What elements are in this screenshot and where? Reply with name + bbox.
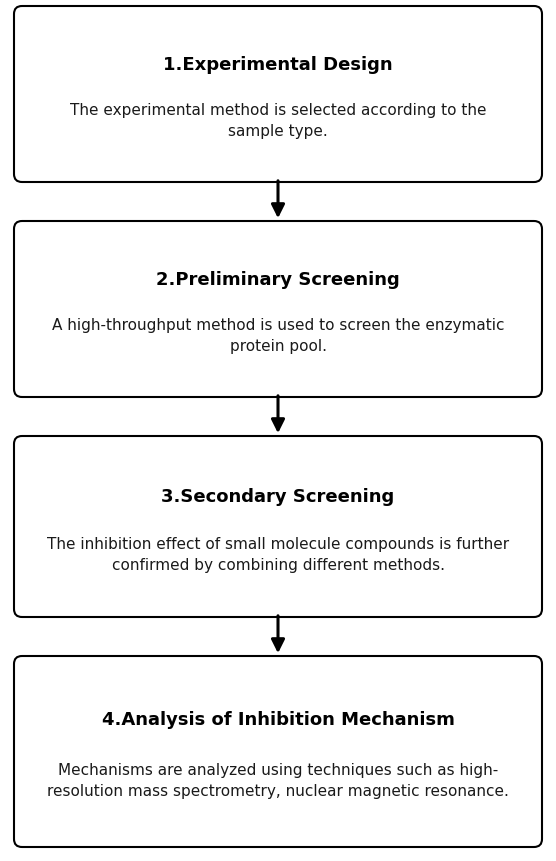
Text: The experimental method is selected according to the
sample type.: The experimental method is selected acco… xyxy=(70,103,486,139)
Text: 4.Analysis of Inhibition Mechanism: 4.Analysis of Inhibition Mechanism xyxy=(102,711,454,729)
Text: 1.Experimental Design: 1.Experimental Design xyxy=(163,56,393,74)
FancyBboxPatch shape xyxy=(14,6,542,182)
Text: The inhibition effect of small molecule compounds is further
confirmed by combin: The inhibition effect of small molecule … xyxy=(47,536,509,573)
Text: Mechanisms are analyzed using techniques such as high-
resolution mass spectrome: Mechanisms are analyzed using techniques… xyxy=(47,763,509,799)
Text: 2.Preliminary Screening: 2.Preliminary Screening xyxy=(156,271,400,289)
Text: A high-throughput method is used to screen the enzymatic
protein pool.: A high-throughput method is used to scre… xyxy=(52,319,504,354)
FancyBboxPatch shape xyxy=(14,221,542,397)
FancyBboxPatch shape xyxy=(14,436,542,617)
Text: 3.Secondary Screening: 3.Secondary Screening xyxy=(161,488,395,505)
FancyBboxPatch shape xyxy=(14,656,542,847)
